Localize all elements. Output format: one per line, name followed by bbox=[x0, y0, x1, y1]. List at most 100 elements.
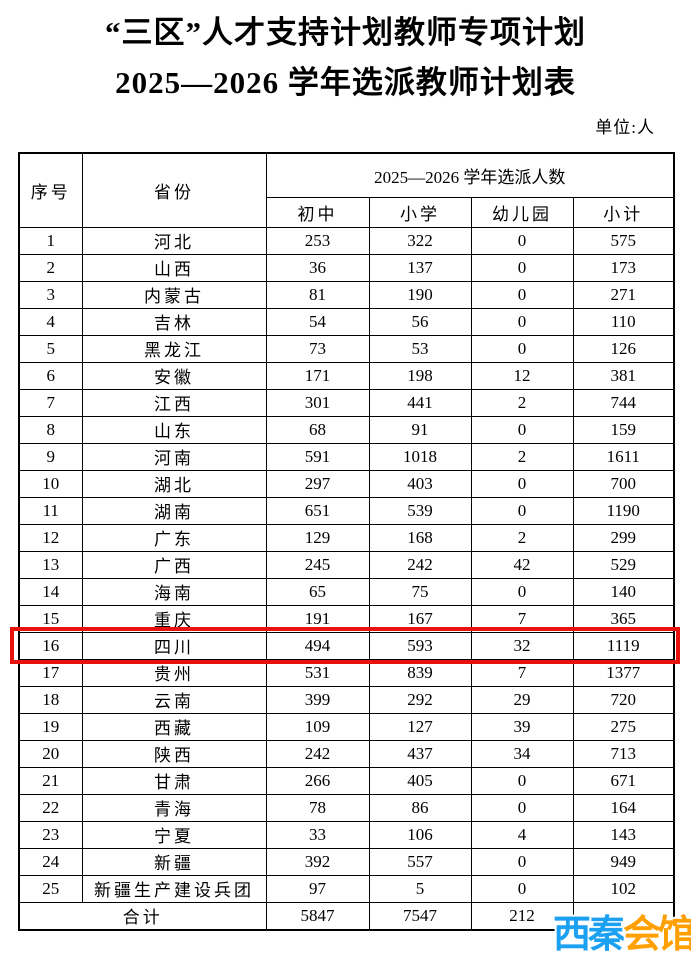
junior-cell: 253 bbox=[265, 226, 370, 255]
junior-cell: 191 bbox=[265, 604, 370, 633]
table-row: 25 新疆生产建设兵团 97 5 0 102 bbox=[18, 874, 675, 903]
kindergarten-cell: 42 bbox=[470, 550, 574, 579]
row-number-cell: 18 bbox=[18, 685, 83, 714]
total-kindergarten: 212 bbox=[470, 901, 574, 931]
subtotal-cell: 671 bbox=[572, 766, 675, 795]
doc-title-line2: 2025—2026 学年选派教师计划表 bbox=[115, 65, 576, 100]
kindergarten-cell: 0 bbox=[470, 766, 574, 795]
row-number-cell: 9 bbox=[18, 442, 83, 471]
province-cell: 广东 bbox=[81, 523, 267, 552]
junior-cell: 36 bbox=[265, 253, 370, 282]
row-number-cell: 22 bbox=[18, 793, 83, 822]
kindergarten-cell: 0 bbox=[470, 577, 574, 606]
province-cell: 安徽 bbox=[81, 361, 267, 390]
junior-cell: 129 bbox=[265, 523, 370, 552]
watermark-text-orange: 会馆 bbox=[622, 914, 691, 956]
subtotal-cell: 1611 bbox=[572, 442, 675, 471]
province-cell: 海南 bbox=[81, 577, 267, 606]
row-number-cell: 3 bbox=[18, 280, 83, 309]
header-subtotal: 小计 bbox=[572, 196, 675, 228]
province-cell: 甘肃 bbox=[81, 766, 267, 795]
kindergarten-cell: 0 bbox=[470, 793, 574, 822]
province-cell: 四川 bbox=[81, 631, 267, 660]
subtotal-cell: 164 bbox=[572, 793, 675, 822]
header-primary: 小学 bbox=[368, 196, 472, 228]
province-cell: 黑龙江 bbox=[81, 334, 267, 363]
table-row: 8 山东 68 91 0 159 bbox=[18, 415, 675, 444]
kindergarten-cell: 0 bbox=[470, 847, 574, 876]
subtotal-cell: 575 bbox=[572, 226, 675, 255]
table-row: 18 云南 399 292 29 720 bbox=[18, 685, 675, 714]
primary-cell: 403 bbox=[368, 469, 472, 498]
primary-cell: 168 bbox=[368, 523, 472, 552]
primary-cell: 5 bbox=[368, 874, 472, 903]
primary-cell: 86 bbox=[368, 793, 472, 822]
junior-cell: 297 bbox=[265, 469, 370, 498]
table-row: 20 陕西 242 437 34 713 bbox=[18, 739, 675, 768]
subtotal-cell: 143 bbox=[572, 820, 675, 849]
primary-cell: 322 bbox=[368, 226, 472, 255]
province-cell: 山西 bbox=[81, 253, 267, 282]
row-number-cell: 15 bbox=[18, 604, 83, 633]
kindergarten-cell: 0 bbox=[470, 280, 574, 309]
table-row: 10 湖北 297 403 0 700 bbox=[18, 469, 675, 498]
table-row: 17 贵州 531 839 7 1377 bbox=[18, 658, 675, 687]
row-number-cell: 20 bbox=[18, 739, 83, 768]
header-kindergarten: 幼儿园 bbox=[470, 196, 574, 228]
province-cell: 青海 bbox=[81, 793, 267, 822]
junior-cell: 242 bbox=[265, 739, 370, 768]
row-number-cell: 12 bbox=[18, 523, 83, 552]
row-number-cell: 13 bbox=[18, 550, 83, 579]
table-row: 3 内蒙古 81 190 0 271 bbox=[18, 280, 675, 309]
junior-cell: 109 bbox=[265, 712, 370, 741]
table-row: 11 湖南 651 539 0 1190 bbox=[18, 496, 675, 525]
table-row: 7 江西 301 441 2 744 bbox=[18, 388, 675, 417]
row-number-cell: 17 bbox=[18, 658, 83, 687]
junior-cell: 65 bbox=[265, 577, 370, 606]
junior-cell: 54 bbox=[265, 307, 370, 336]
subtotal-cell: 1190 bbox=[572, 496, 675, 525]
watermark-text-blue: 西秦 bbox=[552, 914, 626, 956]
row-number-cell: 16 bbox=[18, 631, 83, 660]
kindergarten-cell: 32 bbox=[470, 631, 574, 660]
subtotal-cell: 275 bbox=[572, 712, 675, 741]
primary-cell: 127 bbox=[368, 712, 472, 741]
table-row: 2 山西 36 137 0 173 bbox=[18, 253, 675, 282]
province-cell: 陕西 bbox=[81, 739, 267, 768]
primary-cell: 539 bbox=[368, 496, 472, 525]
junior-cell: 399 bbox=[265, 685, 370, 714]
junior-cell: 531 bbox=[265, 658, 370, 687]
unit-label: 单位:人 bbox=[595, 118, 655, 137]
kindergarten-cell: 0 bbox=[470, 496, 574, 525]
table-row: 9 河南 591 1018 2 1611 bbox=[18, 442, 675, 471]
kindergarten-cell: 34 bbox=[470, 739, 574, 768]
province-cell: 西藏 bbox=[81, 712, 267, 741]
primary-cell: 437 bbox=[368, 739, 472, 768]
subtotal-cell: 529 bbox=[572, 550, 675, 579]
primary-cell: 405 bbox=[368, 766, 472, 795]
junior-cell: 266 bbox=[265, 766, 370, 795]
province-cell: 内蒙古 bbox=[81, 280, 267, 309]
table-row: 4 吉林 54 56 0 110 bbox=[18, 307, 675, 336]
subtotal-cell: 1119 bbox=[572, 631, 675, 660]
table-row: 24 新疆 392 557 0 949 bbox=[18, 847, 675, 876]
table-row: 21 甘肃 266 405 0 671 bbox=[18, 766, 675, 795]
row-number-cell: 21 bbox=[18, 766, 83, 795]
subtotal-cell: 1377 bbox=[572, 658, 675, 687]
junior-cell: 78 bbox=[265, 793, 370, 822]
province-cell: 广西 bbox=[81, 550, 267, 579]
province-cell: 湖北 bbox=[81, 469, 267, 498]
primary-cell: 53 bbox=[368, 334, 472, 363]
primary-cell: 91 bbox=[368, 415, 472, 444]
primary-cell: 292 bbox=[368, 685, 472, 714]
province-cell: 河南 bbox=[81, 442, 267, 471]
primary-cell: 557 bbox=[368, 847, 472, 876]
row-number-cell: 14 bbox=[18, 577, 83, 606]
kindergarten-cell: 0 bbox=[470, 334, 574, 363]
header-group: 2025—2026 学年选派人数 bbox=[265, 152, 675, 198]
province-cell: 吉林 bbox=[81, 307, 267, 336]
subtotal-cell: 720 bbox=[572, 685, 675, 714]
junior-cell: 81 bbox=[265, 280, 370, 309]
primary-cell: 106 bbox=[368, 820, 472, 849]
table-row: 14 海南 65 75 0 140 bbox=[18, 577, 675, 606]
